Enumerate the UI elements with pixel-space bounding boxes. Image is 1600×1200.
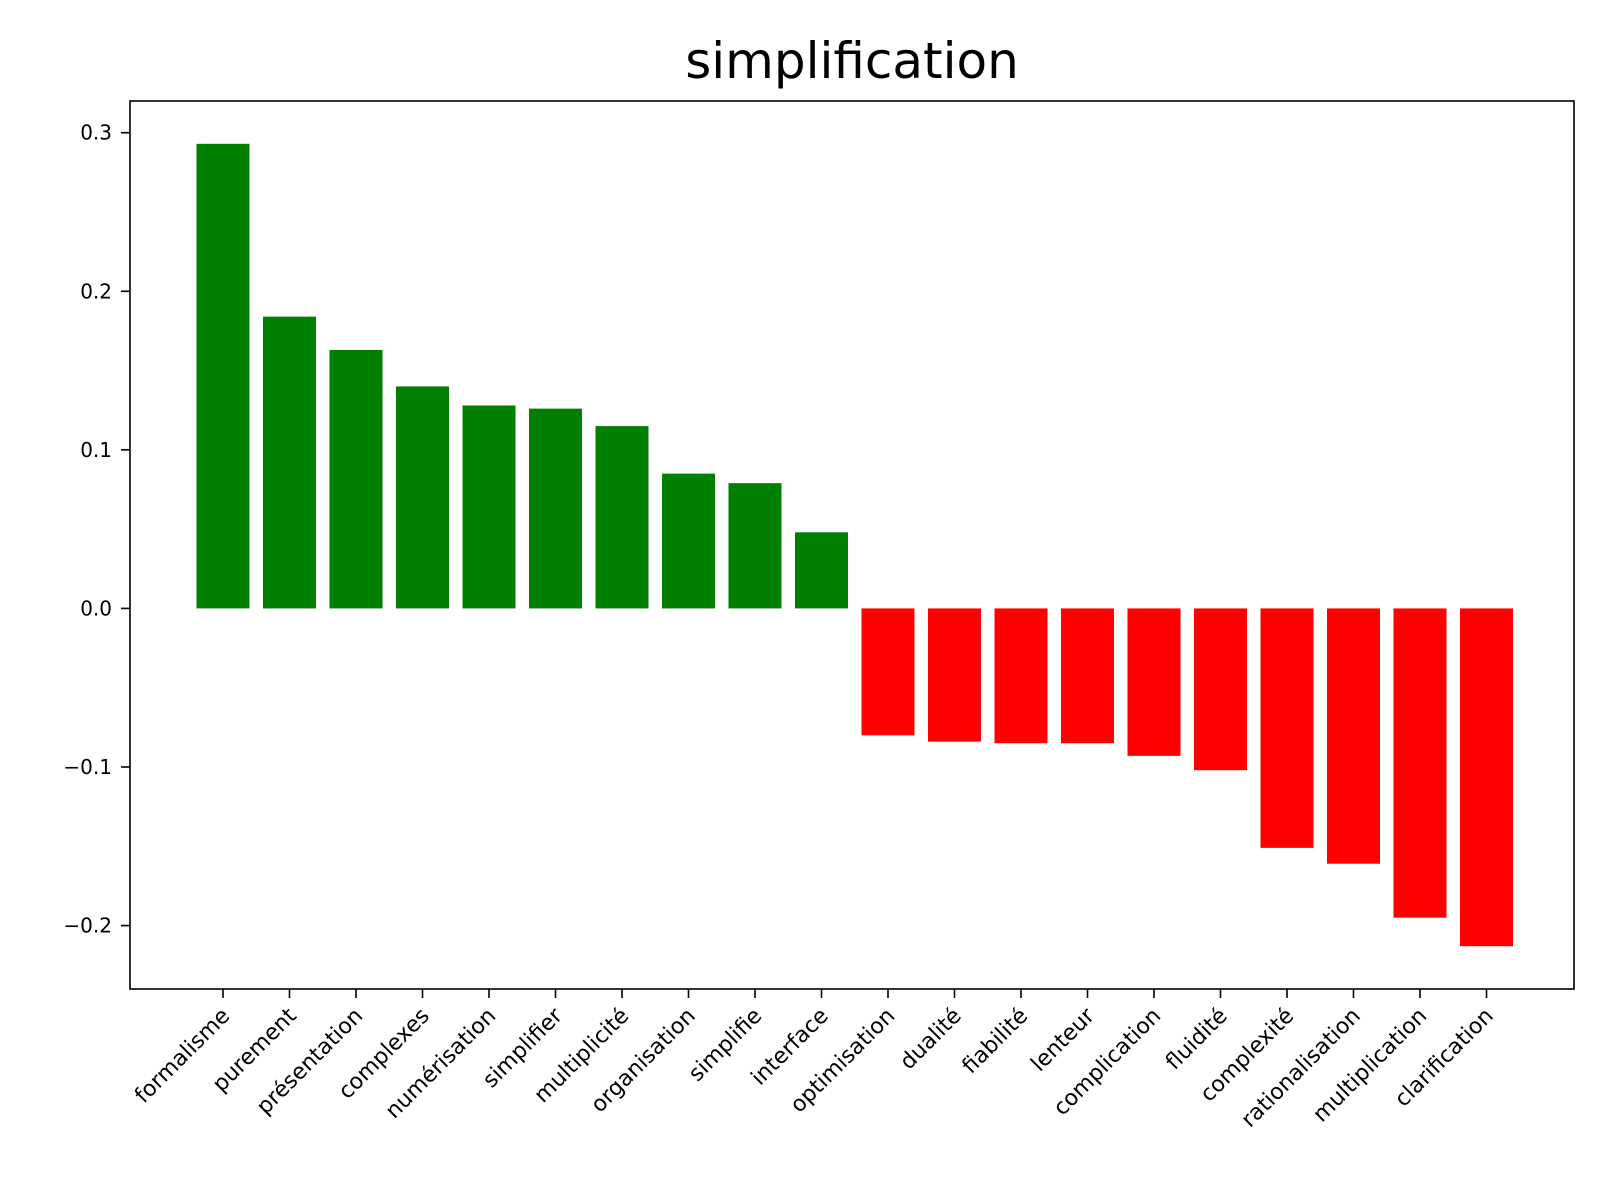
bar-6: [595, 426, 649, 609]
y-axis: 0.3 0.2 0.1 0.0 −0.1 −0.2: [63, 121, 130, 938]
bar-4: [462, 405, 516, 609]
y-tick-label: 0.3: [80, 121, 112, 145]
bar-8: [728, 483, 782, 609]
bar-5: [529, 408, 582, 609]
bar-3: [396, 386, 449, 609]
x-tick-label: multiplication: [1308, 1004, 1432, 1128]
bar-1: [263, 316, 316, 609]
bars-layer: [196, 143, 1513, 947]
bar-14: [1127, 608, 1181, 756]
bar-7: [662, 473, 715, 609]
x-tick-label: fiabilité: [958, 1004, 1034, 1080]
bar-11: [928, 608, 981, 742]
chart-title: simplification: [685, 32, 1019, 90]
x-tick-label: rationalisation: [1237, 1004, 1366, 1133]
y-tick-label: 0.1: [80, 438, 112, 462]
bar-2: [329, 349, 383, 609]
bar-15: [1194, 608, 1247, 771]
bar-12: [994, 608, 1048, 744]
x-axis: formalismepurementprésentationcomplexesn…: [130, 989, 1499, 1133]
x-tick-label: formalisme: [130, 1004, 235, 1109]
bar-18: [1393, 608, 1447, 918]
y-tick-label: 0.0: [80, 596, 112, 620]
bar-13: [1061, 608, 1114, 744]
y-tick-label: 0.2: [80, 279, 112, 303]
y-tick-label: −0.1: [63, 755, 112, 779]
x-tick-label: dualité: [895, 1004, 966, 1075]
bar-16: [1260, 608, 1314, 848]
bar-17: [1327, 608, 1380, 864]
bar-0: [196, 143, 250, 609]
bar-19: [1460, 608, 1513, 947]
plot-frame: [129, 100, 1575, 990]
bar-10: [861, 608, 915, 736]
y-tick-label: −0.2: [63, 914, 112, 938]
bar-9: [795, 532, 848, 609]
